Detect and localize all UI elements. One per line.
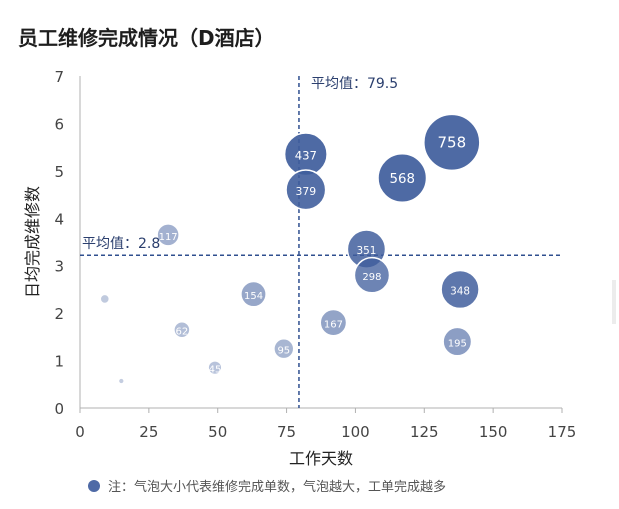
bubble-label: 154 — [244, 291, 263, 302]
x-tick-label: 100 — [341, 423, 370, 441]
bubble — [240, 280, 267, 308]
bubble-label: 379 — [295, 185, 316, 198]
x-mean-label: 平均值：79.5 — [311, 76, 398, 92]
bubble — [440, 269, 480, 310]
bubble — [442, 326, 473, 357]
bubble-label: 167 — [324, 320, 343, 331]
legend-note-text: 注：气泡大小代表维修完成单数，气泡越大，工单完成越多 — [108, 480, 447, 495]
x-tick-label: 75 — [277, 423, 296, 441]
bubble — [207, 360, 223, 376]
bubble — [273, 338, 295, 360]
bubble — [117, 377, 125, 385]
y-tick-label: 0 — [54, 400, 64, 418]
bubble-label: 117 — [159, 232, 178, 243]
y-tick-label: 1 — [54, 353, 64, 371]
x-tick-label: 25 — [139, 423, 158, 441]
bubble — [353, 256, 391, 294]
bubble — [99, 293, 111, 305]
bubble-label: 45 — [209, 365, 222, 376]
chart-title: 员工维修完成情况（D酒店） — [18, 26, 275, 50]
y-mean-label: 平均值：2.8 — [82, 236, 160, 252]
y-tick-label: 5 — [54, 163, 64, 181]
x-tick-label: 175 — [548, 423, 577, 441]
bubble-label: 437 — [295, 148, 317, 162]
bubble-label: 195 — [448, 339, 467, 350]
bubble — [173, 320, 191, 339]
bubble-label: 351 — [356, 245, 376, 257]
bubble-label: 348 — [450, 285, 470, 297]
bubble-label: 568 — [390, 172, 415, 187]
y-tick-label: 7 — [54, 68, 64, 86]
bubble — [377, 152, 428, 203]
legend-note: 注：气泡大小代表维修完成单数，气泡越大，工单完成越多 — [88, 476, 446, 495]
x-axis-title: 工作天数 — [289, 449, 353, 468]
y-tick-label: 4 — [54, 210, 64, 228]
bubble — [156, 223, 180, 247]
x-tick-label: 125 — [410, 423, 439, 441]
legend-dot-icon — [88, 479, 100, 492]
bubble — [285, 169, 327, 211]
y-tick-label: 3 — [54, 258, 64, 276]
scrollbar-edge — [612, 280, 616, 324]
y-axis-title: 日均完成维修数 — [23, 186, 42, 298]
bubble-label: 95 — [277, 346, 290, 357]
x-tick-label: 150 — [479, 423, 508, 441]
x-tick-label: 50 — [208, 423, 227, 441]
reference-lines — [80, 76, 562, 408]
bubble-label: 758 — [438, 133, 467, 151]
bubble — [423, 113, 481, 172]
x-tick-label: 0 — [75, 423, 85, 441]
labels: 758 568 437 379 351 348 298 195 167 154 117 95 62 45 平… — [82, 76, 470, 376]
bubble-label: 62 — [176, 327, 189, 338]
bubble-label: 298 — [362, 272, 381, 283]
bubble — [319, 308, 348, 337]
y-tick-label: 6 — [54, 115, 64, 133]
y-tick-label: 2 — [54, 305, 64, 323]
bubbles — [99, 113, 481, 385]
